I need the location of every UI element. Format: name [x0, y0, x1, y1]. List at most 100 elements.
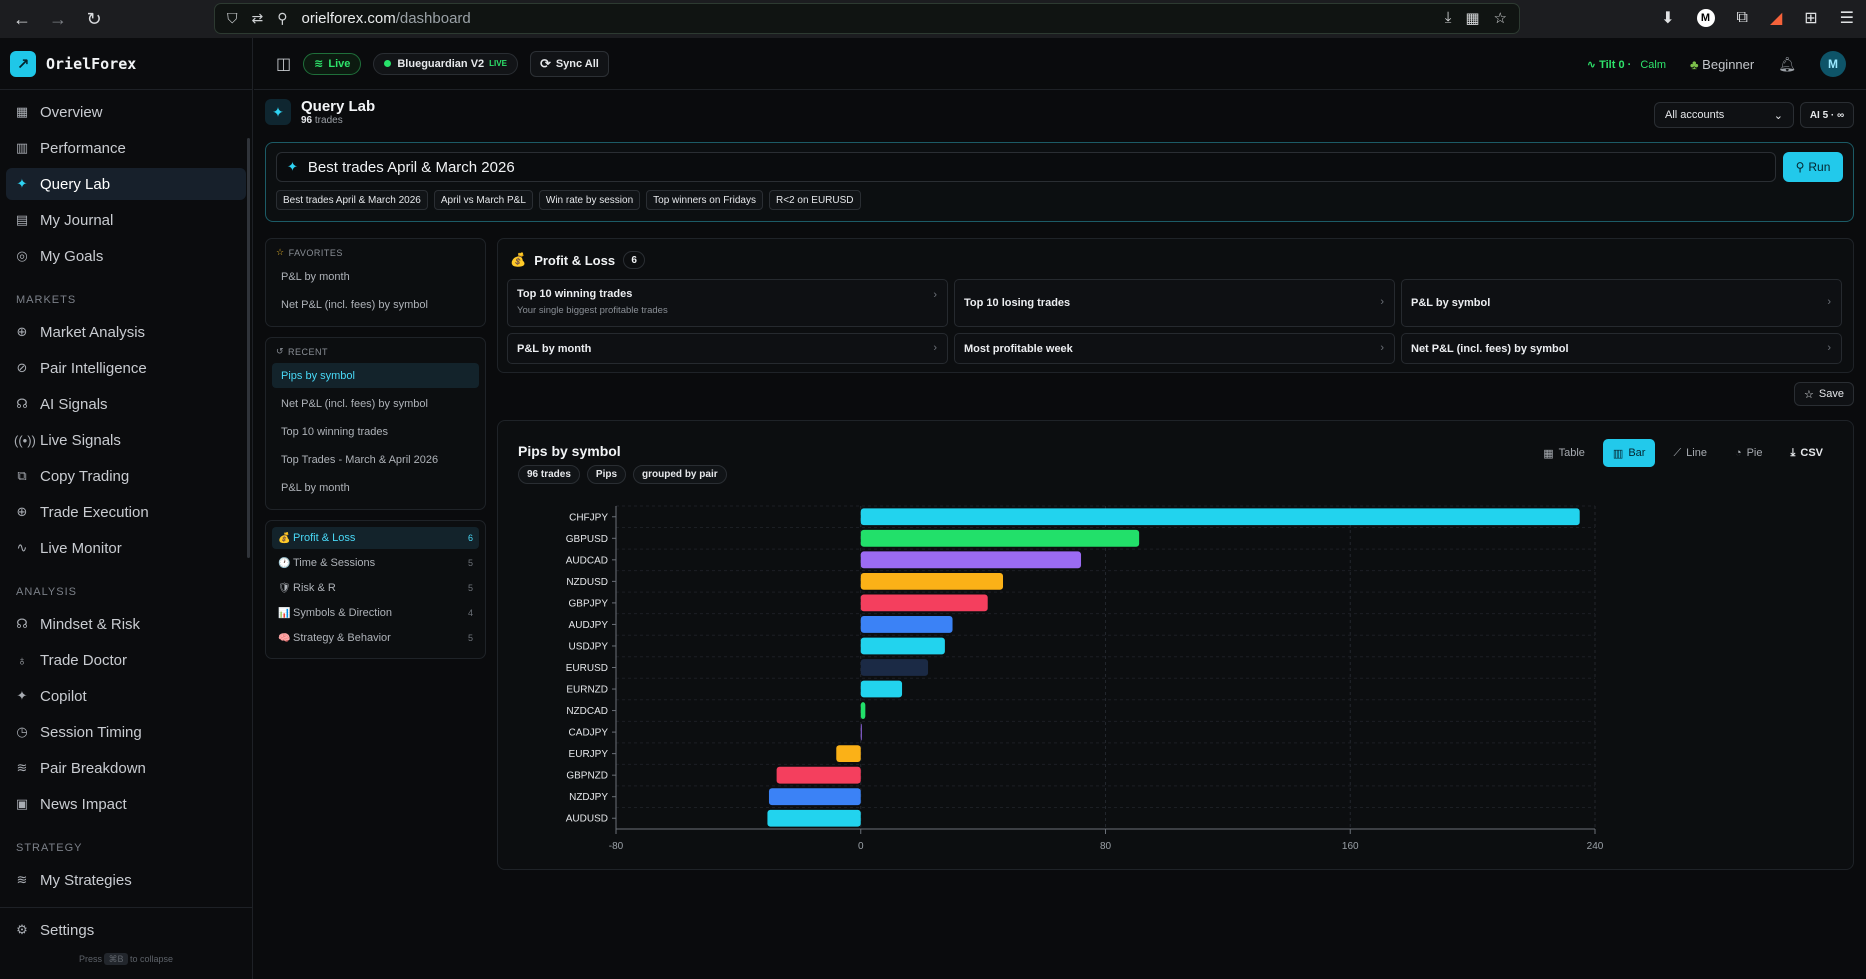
- recent-item[interactable]: Pips by symbol: [272, 363, 479, 388]
- query-card-net-pl-symbol[interactable]: Net P&L (incl. fees) by symbol ›: [1401, 333, 1842, 364]
- shield-icon: ⛉: [227, 10, 238, 26]
- accounts-select[interactable]: All accounts ⌄: [1654, 102, 1794, 128]
- ai-quota-button[interactable]: AI 5 · ∞: [1800, 102, 1854, 128]
- forward-icon[interactable]: →: [49, 8, 67, 29]
- url-text: orielforex.com/dashboard: [301, 10, 471, 27]
- sidebar-item-query-lab[interactable]: ✦ Query Lab: [6, 168, 246, 200]
- sidebar-item-my-strategies[interactable]: ≋ My Strategies: [6, 864, 246, 896]
- tab-line[interactable]: ⟋ Line: [1673, 446, 1707, 460]
- permissions-icon[interactable]: ⇄: [251, 10, 264, 26]
- bar: [860, 551, 1082, 569]
- sidebar-item-my-journal[interactable]: ▤ My Journal: [6, 204, 246, 236]
- y-tick-label: GBPNZD: [566, 771, 608, 782]
- y-tick-label: USDJPY: [569, 641, 609, 652]
- sidebar-item-trade-doctor[interactable]: ♁ Trade Doctor: [6, 644, 246, 676]
- bookmark-star-icon[interactable]: ☆: [1493, 10, 1507, 27]
- favorite-item[interactable]: P&L by month: [281, 270, 350, 283]
- sidebar-toggle-icon[interactable]: ◫: [276, 55, 292, 73]
- sidebar-item-settings[interactable]: ⚙ Settings: [6, 914, 246, 946]
- query-card-pl-by-month[interactable]: P&L by month ›: [507, 333, 948, 364]
- bar-chart-icon: ▥: [1612, 447, 1624, 460]
- install-icon[interactable]: ⤓: [1444, 9, 1452, 26]
- sidebar-item-performance[interactable]: ▥ Performance: [6, 132, 246, 164]
- y-tick-label: EURNZD: [566, 685, 608, 696]
- suggestion-chip[interactable]: April vs March P&L: [433, 190, 533, 210]
- favorite-item[interactable]: Net P&L (incl. fees) by symbol: [281, 298, 428, 311]
- y-tick-label: NZDCAD: [566, 706, 608, 717]
- sync-all-button[interactable]: ⟳ Sync All: [529, 50, 609, 77]
- layers-icon: ≋: [16, 760, 28, 775]
- category-symbols-direction[interactable]: 📊 Symbols & Direction 4: [278, 607, 473, 619]
- category-profit-loss[interactable]: 💰 Profit & Loss 6: [272, 527, 479, 549]
- menu-icon[interactable]: ☰: [1839, 10, 1854, 27]
- tab-table[interactable]: ▦ Table: [1543, 447, 1585, 460]
- brand[interactable]: ↗ OrielForex: [0, 38, 252, 90]
- line-chart-icon: ⟋: [1673, 446, 1682, 459]
- query-card-top-winners[interactable]: Top 10 winning trades Your single biggest…: [507, 279, 948, 327]
- save-button[interactable]: ☆ Save: [1794, 382, 1854, 406]
- sidebar-item-trade-execution[interactable]: ⊕ Trade Execution: [6, 496, 246, 528]
- compass-icon: ⊘: [16, 360, 28, 375]
- tab-bar[interactable]: ▥ Bar: [1602, 439, 1656, 467]
- address-bar[interactable]: ⛉ ⇄ ⚲ orielforex.com/dashboard ⤓ ▦ ☆: [214, 3, 1520, 34]
- recent-item[interactable]: Top 10 winning trades: [281, 425, 389, 438]
- grid-menu-icon[interactable]: ⊞: [1804, 10, 1818, 27]
- query-card-profitable-week[interactable]: Most profitable week ›: [954, 333, 1395, 364]
- extensions-icon[interactable]: ⧉: [1736, 9, 1748, 26]
- account-badge[interactable]: Blueguardian V2 LIVE: [373, 52, 518, 75]
- profile-avatar-icon[interactable]: M: [1696, 9, 1715, 27]
- tab-pie[interactable]: ◔ Pie: [1734, 447, 1763, 459]
- tilt-indicator[interactable]: ∿ Tilt 0 · Calm: [1586, 58, 1667, 71]
- sidebar-item-pair-breakdown[interactable]: ≋ Pair Breakdown: [6, 752, 246, 784]
- sidebar-item-market-analysis[interactable]: ⊕ Market Analysis: [6, 316, 246, 348]
- sidebar-item-live-signals[interactable]: ((•)) Live Signals: [6, 424, 246, 456]
- bar: [860, 680, 903, 698]
- sidebar-item-overview[interactable]: ▦ Overview: [6, 96, 246, 128]
- query-card-top-losers[interactable]: Top 10 losing trades ›: [954, 279, 1395, 327]
- brain-icon: 🧠: [278, 633, 291, 644]
- sidebar-item-my-goals[interactable]: ◎ My Goals: [6, 240, 246, 272]
- downloads-icon[interactable]: ⬇: [1661, 10, 1675, 27]
- sidebar-item-pair-intelligence[interactable]: ⊘ Pair Intelligence: [6, 352, 246, 384]
- sidebar-item-mindset-risk[interactable]: ☊ Mindset & Risk: [6, 608, 246, 640]
- apps-icon[interactable]: ▦: [1465, 10, 1480, 27]
- suggestion-chip[interactable]: Top winners on Fridays: [646, 190, 763, 210]
- extension-flag-icon[interactable]: ◢: [1769, 10, 1783, 27]
- sidebar-item-copy-trading[interactable]: ⧉ Copy Trading: [6, 460, 246, 492]
- reload-icon[interactable]: ↻: [86, 8, 102, 29]
- suggestion-chip[interactable]: R<2 on EURUSD: [768, 190, 861, 210]
- suggestion-chip[interactable]: Best trades April & March 2026: [276, 190, 428, 210]
- recent-item[interactable]: P&L by month: [281, 481, 350, 494]
- gear-icon: ⚙: [16, 922, 28, 937]
- sidebar-item-copilot[interactable]: ✦ Copilot: [6, 680, 246, 712]
- sidebar-item-label: News Impact: [40, 795, 127, 813]
- sidebar-item-label: Mindset & Risk: [40, 615, 141, 633]
- live-badge[interactable]: ≋ Live: [303, 52, 362, 75]
- sidebar-item-live-monitor[interactable]: ∿ Live Monitor: [6, 532, 246, 564]
- sidebar-scrollbar[interactable]: [247, 138, 250, 558]
- bell-icon[interactable]: 🔔︎: [1778, 55, 1796, 72]
- query-input[interactable]: ✦ Best trades April & March 2026: [276, 152, 1776, 182]
- level-badge[interactable]: ♣ Beginner: [1690, 56, 1755, 72]
- run-button[interactable]: ⚲ Run: [1783, 152, 1843, 182]
- account-live-tag: LIVE: [489, 59, 507, 68]
- y-tick-label: GBPJPY: [569, 598, 609, 609]
- recent-item[interactable]: Top Trades - March & April 2026: [281, 453, 439, 466]
- category-strategy-behavior[interactable]: 🧠 Strategy & Behavior 5: [278, 632, 473, 644]
- site-info-icon[interactable]: ⚲: [277, 10, 288, 26]
- sidebar-item-session-timing[interactable]: ◷ Session Timing: [6, 716, 246, 748]
- back-icon[interactable]: ←: [13, 8, 31, 29]
- sidebar-item-news-impact[interactable]: ▣ News Impact: [6, 788, 246, 820]
- csv-export-button[interactable]: ⤓ CSV: [1790, 446, 1824, 460]
- meta-chip: 96 trades: [518, 465, 580, 484]
- money-bag-icon: 💰: [278, 533, 291, 544]
- category-time-sessions[interactable]: 🕐 Time & Sessions 5: [278, 557, 473, 569]
- recent-item[interactable]: Net P&L (incl. fees) by symbol: [281, 397, 428, 410]
- sprout-icon: ♣: [1690, 56, 1699, 72]
- user-avatar[interactable]: M: [1820, 51, 1846, 77]
- query-card-pl-by-symbol[interactable]: P&L by symbol ›: [1401, 279, 1842, 327]
- suggestion-chip[interactable]: Win rate by session: [538, 190, 641, 210]
- crosshair-icon: ⊕: [16, 504, 28, 519]
- sidebar-item-ai-signals[interactable]: ☊ AI Signals: [6, 388, 246, 420]
